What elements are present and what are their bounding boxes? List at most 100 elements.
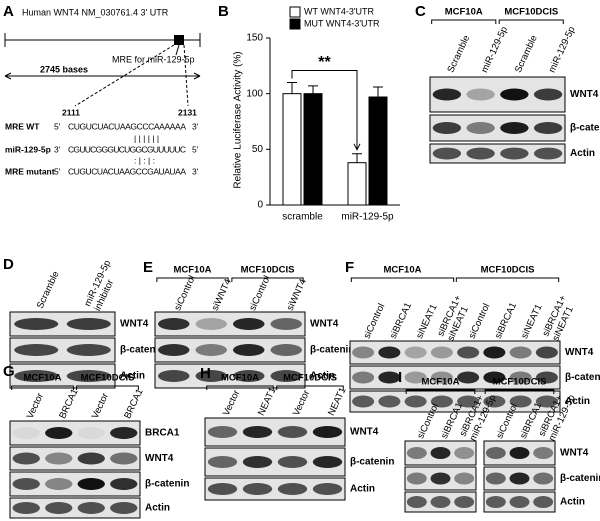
sequence: CUGUCUACUAAGCCCAAAAAA (68, 121, 186, 131)
seq-end: 5' (54, 121, 61, 131)
blot-band (277, 483, 308, 495)
group-label: MCF10A (383, 265, 421, 276)
blot-band (483, 371, 506, 384)
blot-band (14, 370, 59, 382)
blot-band (312, 456, 343, 468)
group-label: MCF10DCIS (81, 373, 135, 384)
protein-label: β-catenin (120, 345, 164, 356)
blot-band (378, 395, 401, 408)
seq-name: miR-129-5p (5, 144, 51, 154)
blot-band (509, 371, 532, 384)
lane-label: Vector (24, 391, 45, 420)
blot-band (207, 483, 238, 495)
lane-label-line: miR-129-5p (546, 25, 577, 75)
blot-band (378, 371, 401, 384)
blot-band (500, 147, 529, 160)
blot-band (533, 447, 554, 459)
mre-box (174, 35, 184, 45)
protein-label: WNT4 (145, 453, 174, 464)
blot-band (500, 122, 529, 134)
blot-band (110, 502, 138, 514)
blot-band (66, 370, 111, 382)
lane-label-line: Vector (89, 391, 110, 420)
group-bracket (350, 277, 455, 282)
blot-strip (9, 446, 141, 471)
seq-end: 3' (192, 166, 199, 176)
panel-letter: C (415, 3, 426, 20)
lane-label: siWNT4 (284, 277, 308, 312)
y-axis-label: Relative Luciferase Activity (%) (233, 51, 244, 188)
blot-band (312, 426, 343, 438)
blot-band (483, 346, 506, 359)
blot-band (14, 318, 59, 330)
lane-label: Scramble (34, 269, 61, 310)
blot-band (77, 502, 105, 514)
lane-label-line: NEAT1 (326, 386, 349, 418)
blot-band (432, 88, 462, 101)
lane-label-line: siControl (361, 302, 387, 341)
group-label: MCF10DCIS (283, 373, 337, 384)
protein-label: BRCA1 (145, 428, 180, 439)
blot-band (242, 426, 273, 438)
x-tick-label: scramble (282, 212, 323, 223)
group-bracket (231, 277, 304, 282)
blot-band (454, 472, 475, 485)
blot-band (352, 395, 375, 408)
blot-band (66, 344, 111, 356)
blot-band (207, 426, 238, 438)
blot-band (233, 370, 265, 382)
group-label: MCF10A (23, 373, 61, 384)
blot-strip (204, 477, 346, 501)
panel-title: Human WNT4 NM_030761.4 3' UTR (22, 7, 169, 17)
blot-band (404, 395, 427, 408)
lane-label-line: siBRCA1 (492, 301, 518, 341)
lane-label: Vector (89, 391, 110, 420)
group-bracket (206, 385, 274, 390)
blot-band (430, 496, 451, 508)
lane-label-line: siControl (247, 274, 273, 313)
blot-band (110, 478, 138, 490)
blot-band (485, 496, 506, 508)
seq-end: 3' (192, 121, 199, 131)
group-label: MCF10A (421, 377, 459, 388)
error-bar (352, 153, 362, 163)
group-label: MCF10DCIS (504, 7, 558, 18)
group-bracket (484, 389, 555, 394)
blot-band (509, 447, 530, 459)
lane-label: siBRCA1 (492, 301, 518, 341)
lane-label-line: miR-129-5p (479, 25, 510, 75)
panel-letter: F (345, 259, 354, 276)
blot-band (242, 483, 273, 495)
y-tick-label: 100 (246, 88, 263, 99)
protein-label: WNT4 (120, 319, 149, 330)
group-bracket (498, 19, 564, 24)
blot-strip (349, 340, 561, 365)
protein-label: WNT4 (565, 347, 594, 358)
group-bracket (405, 389, 476, 394)
blot-band (270, 344, 302, 356)
blot-band (158, 344, 190, 356)
blot-band (110, 452, 138, 465)
lane-label: Scramble (512, 33, 539, 74)
group-bracket (431, 19, 497, 24)
sequence: CUGUCUACUAAGCCGAUAUAA (68, 166, 186, 176)
lane-label-line: siWNT4 (284, 277, 308, 312)
bar (282, 93, 302, 206)
lane-label: Vector (291, 388, 312, 417)
blot-band (457, 346, 480, 359)
error-bar (308, 85, 318, 94)
blot-band (352, 346, 375, 359)
x-tick-label: miR-129-5p (341, 212, 394, 223)
blot-band (454, 496, 475, 508)
group-bracket (11, 385, 74, 390)
lane-label-line: siBRCA1 (387, 301, 413, 341)
blot-band (483, 395, 506, 408)
blot-band (457, 371, 480, 384)
protein-label: β-catenin (145, 479, 189, 490)
protein-label: β-catenin (570, 123, 600, 134)
blot-strip (429, 143, 566, 164)
blot-band (500, 88, 529, 101)
blot-strip (349, 365, 561, 390)
blot-band (77, 478, 105, 490)
blot-band (14, 344, 59, 356)
